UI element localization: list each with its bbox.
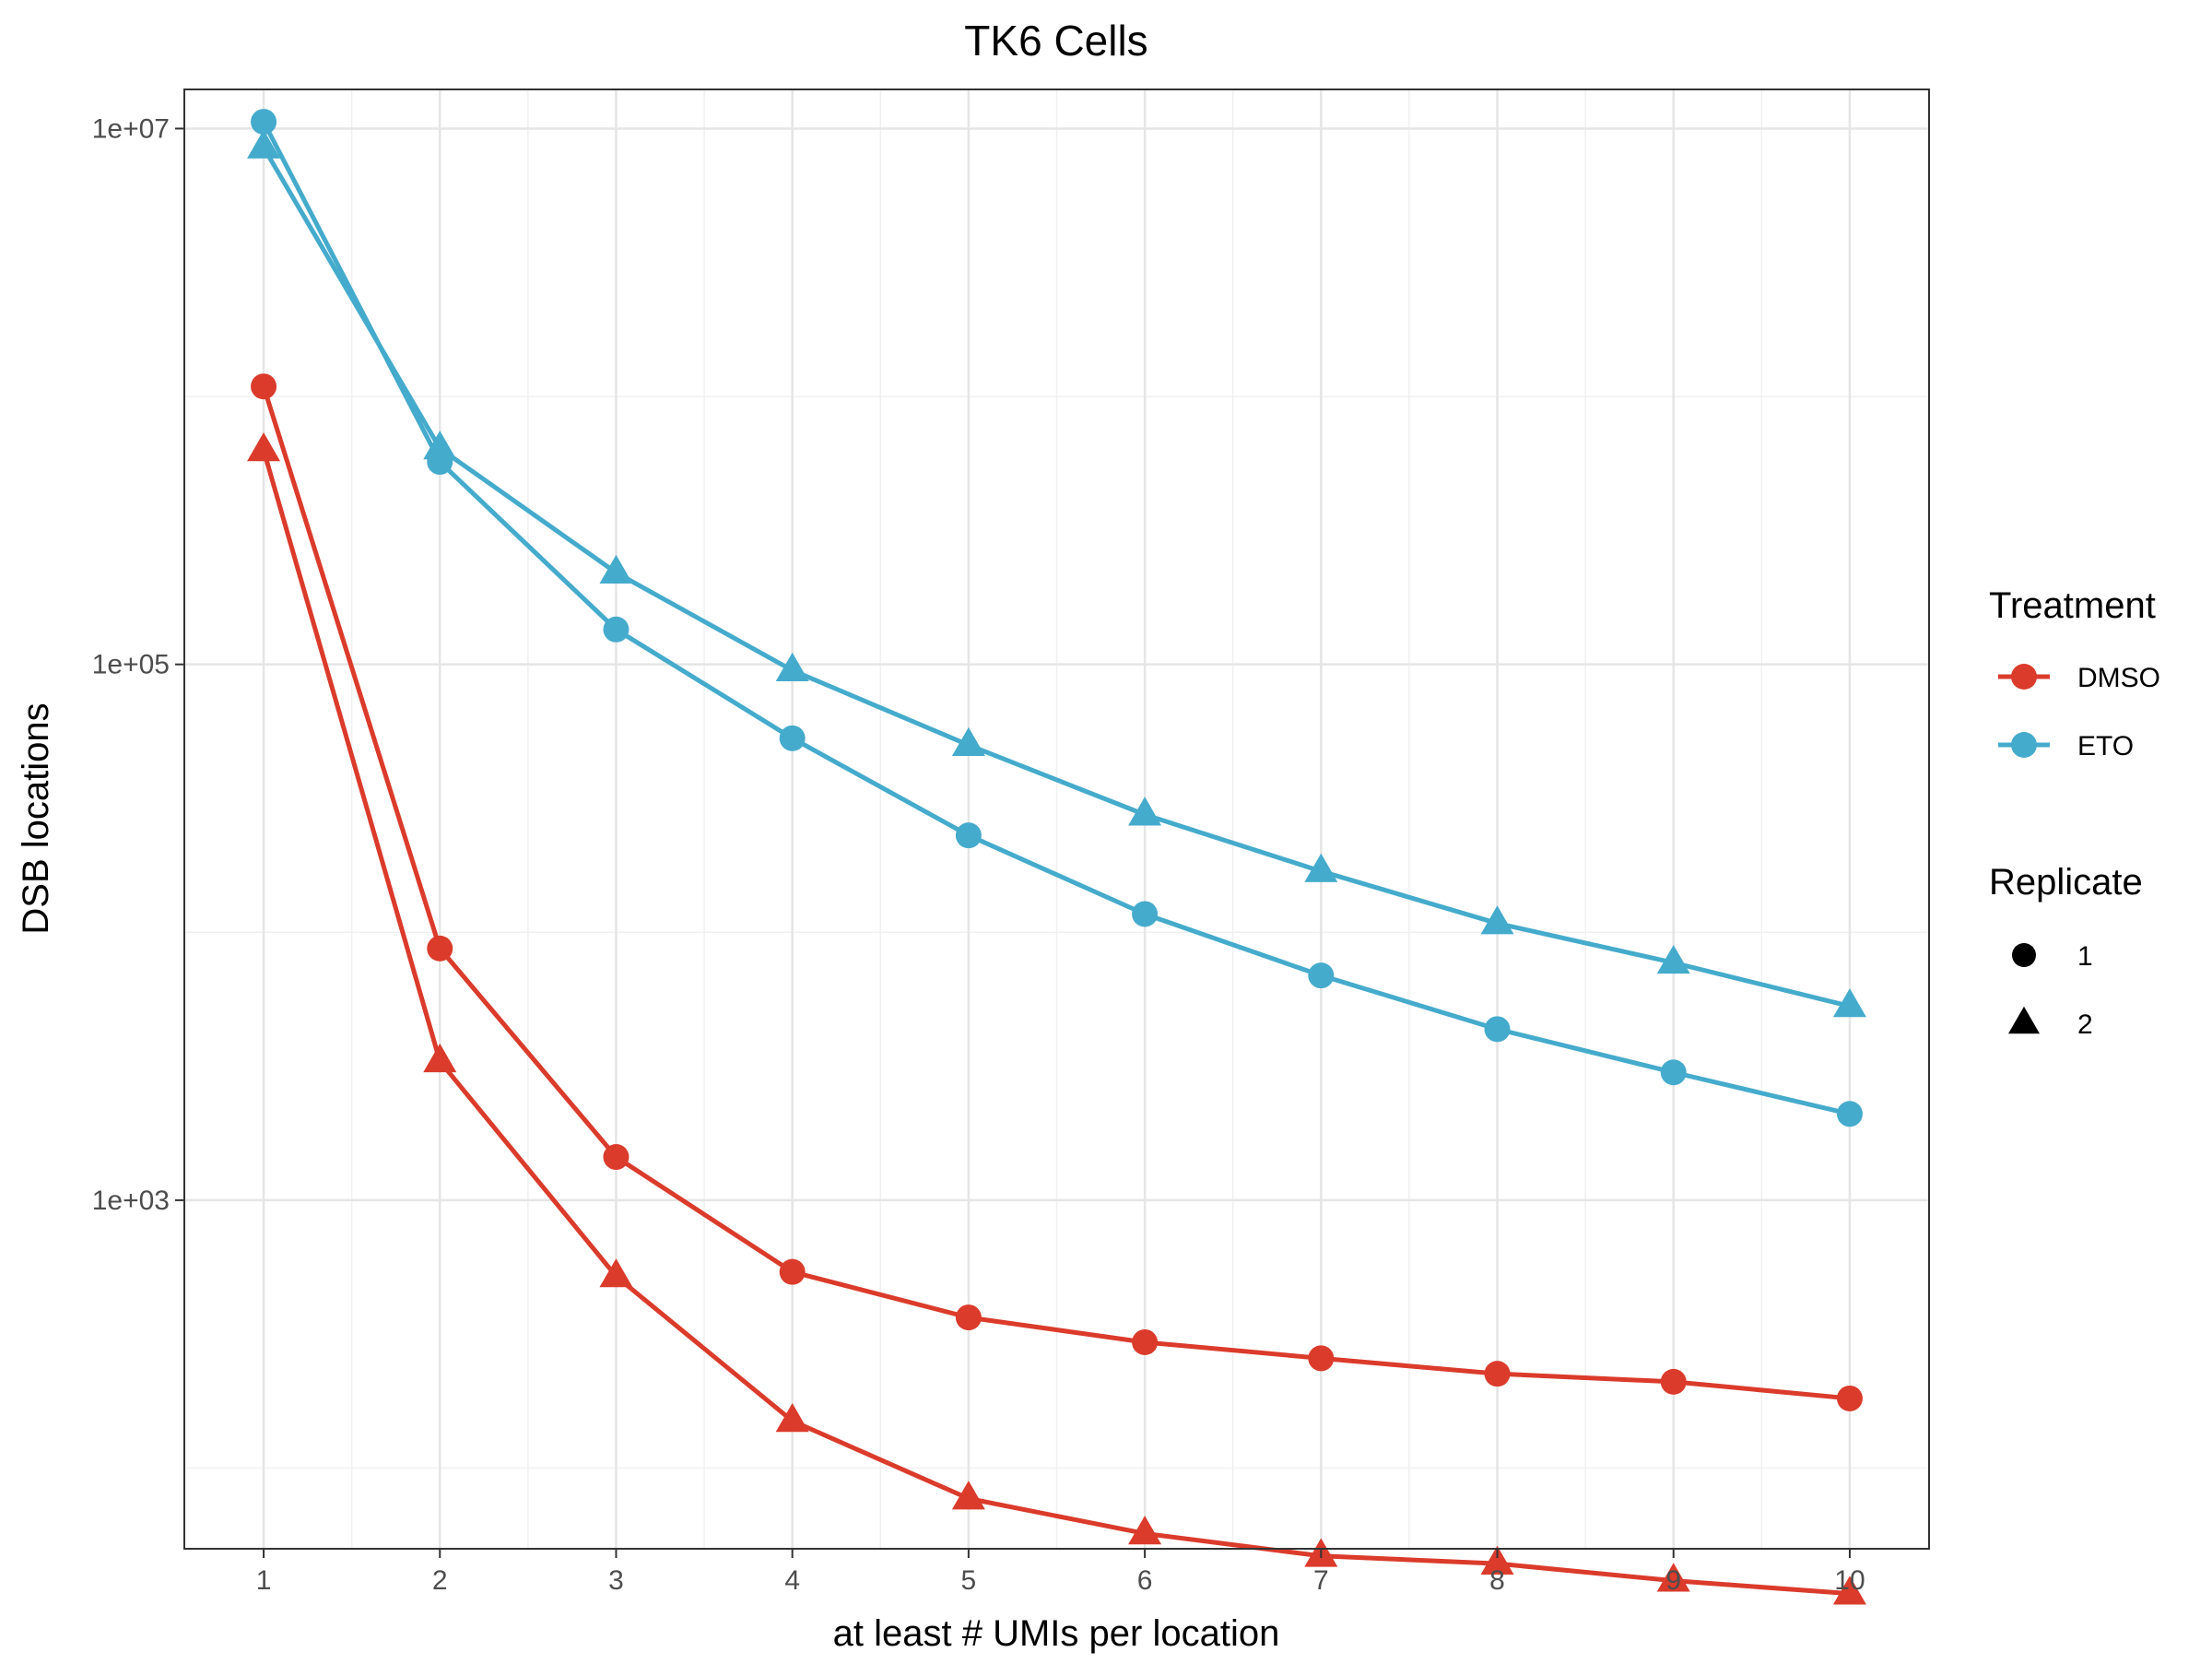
legend: Treatment DMSO ETO Replicate 1 2 xyxy=(1989,585,2160,1040)
x-tick-label: 4 xyxy=(784,1565,800,1596)
data-point xyxy=(599,1258,633,1288)
x-tick-label: 2 xyxy=(432,1565,448,1596)
chart-title: TK6 Cells xyxy=(964,17,1147,65)
legend-key-point xyxy=(2011,664,2037,690)
data-point xyxy=(1480,905,1514,935)
data-point xyxy=(1304,853,1338,882)
legend-key-point xyxy=(2011,732,2037,758)
data-point xyxy=(247,129,281,159)
data-point xyxy=(955,822,982,849)
legend-label-replicate: 1 xyxy=(2077,941,2093,972)
data-point xyxy=(951,1481,985,1510)
data-point xyxy=(1480,1545,1514,1575)
data-point xyxy=(1832,988,1866,1018)
data-point xyxy=(1132,901,1159,927)
x-axis-title: at least # UMIs per location xyxy=(833,1613,1280,1654)
legend-key-shape xyxy=(2008,1006,2040,1034)
data-point xyxy=(1308,1345,1335,1372)
data-point xyxy=(1836,1385,1863,1411)
series-line xyxy=(261,385,1851,1401)
data-point xyxy=(1832,1575,1866,1605)
plot-panel-border xyxy=(183,89,1930,1550)
series-line xyxy=(261,449,1851,1597)
axes: 1 2 3 4 5 6 7 8 9 10 1e+03 1e+05 1e+07 xyxy=(92,113,1865,1596)
legend-title-treatment: Treatment xyxy=(1989,585,2156,626)
data-point xyxy=(423,431,457,460)
series-line xyxy=(261,146,1851,1009)
legend-label-treatment: ETO xyxy=(2077,731,2134,761)
data-point xyxy=(251,373,277,400)
series-dmso-rep2 xyxy=(247,432,1866,1605)
x-tick-label: 1 xyxy=(256,1565,272,1596)
x-tick-label: 6 xyxy=(1137,1565,1153,1596)
data-point xyxy=(427,935,453,962)
data-point xyxy=(1484,1016,1511,1043)
data-point xyxy=(775,652,809,682)
data-point xyxy=(1660,1368,1687,1395)
data-point xyxy=(1484,1361,1511,1387)
legend-key-shape xyxy=(2012,943,2036,967)
data-point xyxy=(603,616,629,643)
legend-title-replicate: Replicate xyxy=(1989,862,2143,903)
data-point xyxy=(1128,797,1162,826)
grid xyxy=(184,89,1929,1549)
data-point xyxy=(779,725,806,751)
y-tick-label: 1e+07 xyxy=(92,113,170,144)
data-point xyxy=(951,726,985,757)
series-line xyxy=(261,120,1851,1116)
data-point xyxy=(247,432,281,462)
data-point xyxy=(775,1403,809,1433)
data-point xyxy=(1656,1563,1690,1592)
data-point xyxy=(1656,944,1690,974)
series-layer xyxy=(247,109,1866,1605)
data-point xyxy=(599,554,633,584)
x-tick-label: 5 xyxy=(961,1565,977,1596)
x-tick-label: 3 xyxy=(608,1565,624,1596)
x-tick-label: 8 xyxy=(1489,1565,1505,1596)
data-point xyxy=(779,1258,806,1285)
data-point xyxy=(423,1043,457,1073)
series-eto-rep2 xyxy=(247,129,1866,1018)
y-tick-label: 1e+03 xyxy=(92,1186,170,1216)
y-axis-title: DSB locations xyxy=(16,702,56,934)
x-tick-label: 10 xyxy=(1834,1565,1865,1596)
data-point xyxy=(1836,1101,1863,1127)
data-point xyxy=(1132,1328,1159,1355)
data-point xyxy=(1660,1059,1687,1086)
data-point xyxy=(955,1304,982,1331)
legend-label-replicate: 2 xyxy=(2077,1009,2093,1040)
data-point xyxy=(603,1144,629,1171)
data-point xyxy=(1128,1516,1162,1545)
data-point xyxy=(251,109,277,136)
x-tick-label: 7 xyxy=(1313,1565,1329,1596)
legend-label-treatment: DMSO xyxy=(2077,663,2160,693)
y-tick-label: 1e+05 xyxy=(92,650,170,680)
data-point xyxy=(1308,962,1335,989)
x-tick-label: 9 xyxy=(1665,1565,1681,1596)
series-dmso-rep1 xyxy=(251,373,1863,1411)
